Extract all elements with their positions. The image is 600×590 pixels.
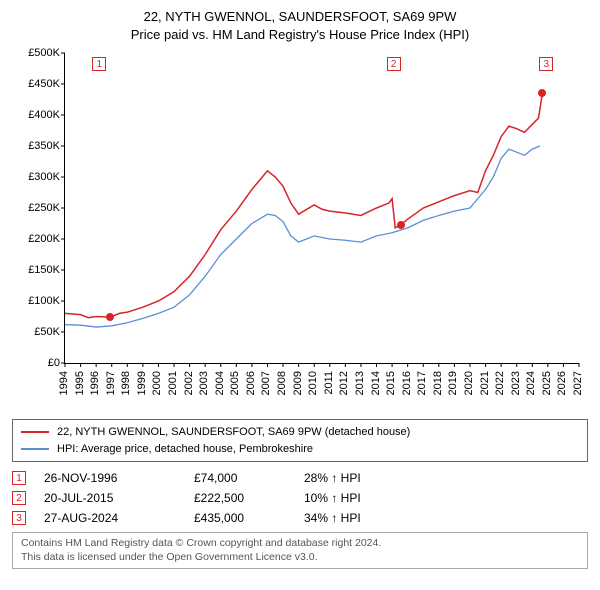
x-tick-label: 2025 [541, 371, 553, 395]
x-tick-label: 2011 [323, 371, 335, 395]
sale-dot-1 [106, 313, 114, 321]
legend-label: 22, NYTH GWENNOL, SAUNDERSFOOT, SA69 9PW… [57, 424, 410, 441]
x-tick-label: 2014 [370, 371, 382, 395]
x-tick-label: 2023 [510, 371, 522, 395]
y-tick-label: £500K [28, 47, 60, 59]
y-tick-label: £300K [28, 171, 60, 183]
chart-title-subtitle: Price paid vs. HM Land Registry's House … [12, 26, 588, 44]
y-tick-label: £100K [28, 295, 60, 307]
y-tick-label: £350K [28, 140, 60, 152]
x-tick-label: 2008 [276, 371, 288, 395]
x-tick-label: 2007 [260, 371, 272, 395]
legend-item: 22, NYTH GWENNOL, SAUNDERSFOOT, SA69 9PW… [21, 424, 579, 441]
sale-price: £222,500 [194, 491, 304, 505]
sale-hpi-diff: 34% ↑ HPI [304, 511, 361, 525]
x-tick-label: 2019 [447, 371, 459, 395]
sale-marker-box-2: 2 [387, 57, 401, 71]
x-axis-labels: 1994199519961997199819992000200120022003… [64, 367, 578, 409]
x-tick-label: 2024 [525, 371, 537, 395]
x-tick-label: 2013 [354, 371, 366, 395]
x-tick-label: 2001 [167, 371, 179, 395]
chart-container: 22, NYTH GWENNOL, SAUNDERSFOOT, SA69 9PW… [0, 0, 600, 413]
sales-table: 1 26-NOV-1996£74,00028% ↑ HPI 2 20-JUL-2015… [12, 468, 588, 528]
x-tick-label: 2004 [214, 371, 226, 395]
x-tick-label: 2018 [432, 371, 444, 395]
legend-swatch [21, 431, 49, 433]
x-tick-label: 2006 [245, 371, 257, 395]
plot-area: 1 2 3 [64, 53, 579, 364]
y-axis-labels: £0 £50K £100K £150K £200K £250K £300K £350K £400… [12, 49, 64, 409]
sale-row: 1 26-NOV-1996£74,00028% ↑ HPI [12, 468, 588, 488]
x-tick-label: 2010 [307, 371, 319, 395]
x-tick-label: 2015 [385, 371, 397, 395]
y-tick-label: £400K [28, 109, 60, 121]
x-tick-label: 2003 [198, 371, 210, 395]
sale-row-marker: 3 [12, 511, 26, 525]
x-tick-label: 2020 [463, 371, 475, 395]
x-tick-label: 2016 [401, 371, 413, 395]
chart-title-address: 22, NYTH GWENNOL, SAUNDERSFOOT, SA69 9PW [12, 8, 588, 26]
sale-dot-2 [397, 221, 405, 229]
legend-item: HPI: Average price, detached house, Pemb… [21, 441, 579, 458]
sale-row: 3 27-AUG-2024£435,00034% ↑ HPI [12, 508, 588, 528]
x-tick-label: 2002 [183, 371, 195, 395]
x-tick-label: 1996 [89, 371, 101, 395]
sale-dot-3 [538, 89, 546, 97]
y-tick-label: £50K [34, 326, 60, 338]
sale-row-marker: 2 [12, 491, 26, 505]
x-tick-label: 2022 [494, 371, 506, 395]
sale-hpi-diff: 28% ↑ HPI [304, 471, 361, 485]
sale-price: £435,000 [194, 511, 304, 525]
x-tick-label: 1999 [136, 371, 148, 395]
sale-price: £74,000 [194, 471, 304, 485]
y-tick-label: £0 [48, 357, 60, 369]
x-tick-label: 2009 [292, 371, 304, 395]
y-tick-label: £150K [28, 264, 60, 276]
legend-swatch [21, 448, 49, 450]
sale-row-marker: 1 [12, 471, 26, 485]
x-tick-label: 2021 [479, 371, 491, 395]
x-tick-label: 2012 [338, 371, 350, 395]
chart-area: £0 £50K £100K £150K £200K £250K £300K £350K £400… [12, 49, 588, 409]
legend-label: HPI: Average price, detached house, Pemb… [57, 441, 313, 458]
legend: 22, NYTH GWENNOL, SAUNDERSFOOT, SA69 9PW… [12, 419, 588, 462]
sale-marker-box-3: 3 [539, 57, 553, 71]
x-tick-label: 1998 [120, 371, 132, 395]
sale-marker-box-1: 1 [92, 57, 106, 71]
x-tick-label: 1997 [105, 371, 117, 395]
sale-row: 2 20-JUL-2015£222,50010% ↑ HPI [12, 488, 588, 508]
y-tick-label: £200K [28, 233, 60, 245]
sale-date: 26-NOV-1996 [44, 471, 194, 485]
x-tick-label: 2017 [416, 371, 428, 395]
attribution-footer: Contains HM Land Registry data © Crown c… [12, 532, 588, 569]
x-tick-label: 1995 [74, 371, 86, 395]
footer-line2: This data is licensed under the Open Gov… [21, 551, 579, 565]
series-hpi [65, 146, 540, 327]
x-tick-label: 1994 [58, 371, 70, 395]
sale-date: 20-JUL-2015 [44, 491, 194, 505]
series-price_paid [65, 93, 542, 317]
x-tick-label: 2027 [572, 371, 584, 395]
y-tick-label: £250K [28, 202, 60, 214]
x-tick-label: 2026 [556, 371, 568, 395]
x-tick-label: 2000 [151, 371, 163, 395]
y-tick-label: £450K [28, 78, 60, 90]
x-tick-label: 2005 [229, 371, 241, 395]
sale-hpi-diff: 10% ↑ HPI [304, 491, 361, 505]
plot-svg [65, 53, 579, 363]
footer-line1: Contains HM Land Registry data © Crown c… [21, 537, 579, 551]
sale-date: 27-AUG-2024 [44, 511, 194, 525]
